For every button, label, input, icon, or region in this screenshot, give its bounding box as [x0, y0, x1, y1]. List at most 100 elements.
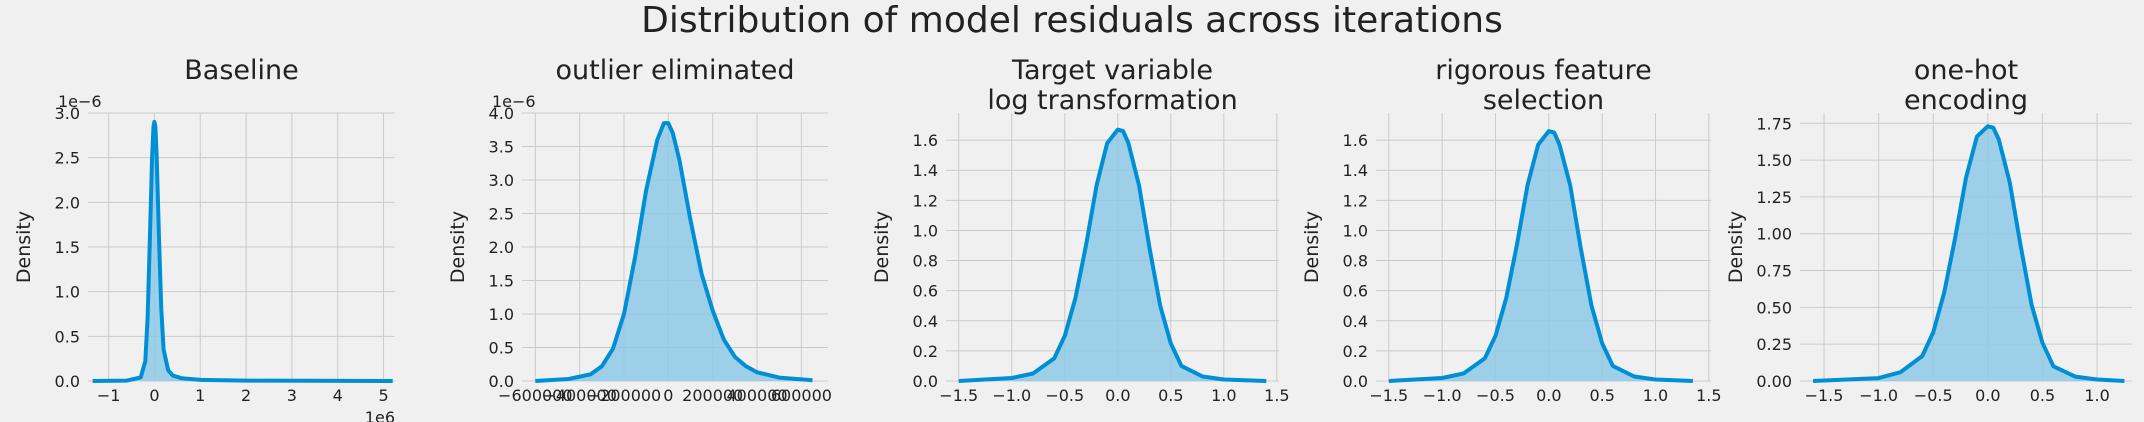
y-tick-label: 1.2 [913, 191, 938, 210]
kde-line [958, 127, 1267, 383]
y-tick-label: 0.25 [1756, 335, 1792, 354]
x-tick-label: 1 [195, 386, 205, 405]
x-tick-label: 0.5 [1158, 386, 1183, 405]
x-tick-label: 2 [241, 386, 251, 405]
subplot-title: outlier eliminated [556, 55, 795, 86]
y-tick-label: 0.0 [489, 372, 514, 391]
subplot-title: Baseline [184, 55, 298, 86]
y-tick-label: 0.5 [489, 339, 514, 358]
figure-suptitle: Distribution of model residuals across i… [641, 0, 1503, 41]
x-tick-label: −200000 [587, 386, 661, 405]
y-axis-label: Density [1725, 211, 1747, 283]
x-tick-label: 0.0 [1975, 386, 2000, 405]
x-tick-label: 200000 [682, 386, 743, 405]
y-tick-label: 1.0 [913, 221, 938, 240]
kde-line [535, 121, 813, 383]
subplot-title: encoding [1904, 85, 2028, 116]
x-tick-label: 1.0 [1211, 386, 1236, 405]
y-tick-label: 0.00 [1756, 372, 1792, 391]
subplot-title: log transformation [987, 85, 1237, 116]
x-offset-label: 1e6 [365, 408, 395, 422]
y-axis-label: Density [447, 211, 469, 283]
subplot-2: −600000−400000−200000 0 200000400000600000… [447, 55, 832, 405]
x-tick-label: −0.5 [1476, 386, 1515, 405]
kde-line [1813, 124, 2125, 383]
x-tick-label: 3 [287, 386, 297, 405]
y-tick-label: 1.5 [489, 272, 514, 291]
x-tick-label: 0.5 [1589, 386, 1614, 405]
x-tick-label: −1.0 [1859, 386, 1898, 405]
x-tick-label: −600000 [498, 386, 572, 405]
x-tick-label: 0 [149, 386, 159, 405]
y-tick-label: 3.0 [55, 104, 80, 123]
y-tick-label: 0.0 [913, 372, 938, 391]
y-tick-label: 0.0 [55, 372, 80, 391]
residual-histogram-area [1388, 131, 1693, 381]
x-tick-label: 0 [663, 386, 673, 405]
y-tick-label: 1.6 [1343, 131, 1368, 150]
y-offset-label: 1e−6 [58, 92, 102, 111]
y-tick-label: 1.6 [913, 131, 938, 150]
y-tick-label: 0.50 [1756, 298, 1792, 317]
x-tick-label: 400000 [727, 386, 788, 405]
y-tick-label: 1.4 [1343, 161, 1368, 180]
y-tick-label: 1.0 [1343, 221, 1368, 240]
subplot-title: one-hot [1914, 55, 2018, 86]
x-tick-label: −1.5 [1369, 386, 1408, 405]
y-tick-label: 1.0 [489, 305, 514, 324]
y-tick-label: 1.50 [1756, 151, 1792, 170]
subplot-title: Target variable [1011, 55, 1213, 86]
subplot-title: selection [1483, 85, 1604, 116]
y-tick-label: 0.8 [913, 252, 938, 271]
x-tick-label: 600000 [771, 386, 832, 405]
y-tick-label: 0.5 [55, 327, 80, 346]
x-tick-label: −1 [97, 386, 121, 405]
y-tick-label: 0.4 [1343, 312, 1368, 331]
subplot-1: −1 0 1 2 3 4 5 0.0 0.5 1.0 1.5 2.0 2.5 3.0 Density 1e−6… [13, 55, 395, 422]
y-tick-label: 4.0 [489, 104, 514, 123]
y-axis-label: Density [871, 211, 893, 283]
residual-histogram-area [535, 123, 813, 381]
subplot-5: −1.5 −1.0 −0.5 0.0 0.5 1.0 0.00 0.25 0.50 0.75 1.0… [1725, 55, 2132, 405]
y-tick-label: 0.75 [1756, 262, 1792, 281]
x-tick-label: −1.0 [1423, 386, 1462, 405]
y-tick-label: 2.5 [489, 205, 514, 224]
residual-histogram-area [92, 121, 393, 382]
x-tick-label: 1.5 [1264, 386, 1289, 405]
y-tick-label: 2.0 [55, 193, 80, 212]
y-tick-label: 0.4 [913, 312, 938, 331]
x-tick-label: −1.5 [1805, 386, 1844, 405]
x-tick-label: −0.5 [1045, 386, 1084, 405]
y-tick-label: 3.0 [489, 171, 514, 190]
y-tick-label: 2.5 [55, 149, 80, 168]
y-tick-label: 1.75 [1756, 114, 1792, 133]
y-tick-label: 1.00 [1756, 225, 1792, 244]
y-offset-label: 1e−6 [492, 92, 536, 111]
x-tick-label: 1.5 [1696, 386, 1721, 405]
x-tick-label: 4 [333, 386, 343, 405]
x-tick-label: −1.5 [939, 386, 978, 405]
y-tick-label: 1.25 [1756, 188, 1792, 207]
x-tick-label: 5 [378, 386, 388, 405]
y-tick-label: 2.0 [489, 238, 514, 257]
x-tick-label: 0.0 [1536, 386, 1561, 405]
residual-histogram-area [958, 129, 1267, 381]
y-axis-label: Density [13, 211, 35, 283]
x-tick-label: 1.0 [1643, 386, 1668, 405]
subplot-4: −1.5 −1.0 −0.5 0.0 0.5 1.0 1.5 0.0 0.2 0.4 0.6 0.8 1… [1301, 55, 1722, 405]
x-tick-label: −1.0 [992, 386, 1031, 405]
x-tick-label: 0.5 [2030, 386, 2055, 405]
y-tick-label: 1.0 [55, 283, 80, 302]
subplot-title: rigorous feature [1435, 55, 1652, 86]
x-tick-label: −0.5 [1914, 386, 1953, 405]
residual-histogram-area [1813, 126, 2125, 381]
x-tick-label: 1.0 [2084, 386, 2109, 405]
y-tick-label: 0.8 [1343, 252, 1368, 271]
y-tick-label: 0.0 [1343, 372, 1368, 391]
y-axis-label: Density [1301, 211, 1323, 283]
y-tick-label: 0.2 [1343, 342, 1368, 361]
y-tick-label: 0.6 [1343, 282, 1368, 301]
y-tick-label: 1.5 [55, 238, 80, 257]
